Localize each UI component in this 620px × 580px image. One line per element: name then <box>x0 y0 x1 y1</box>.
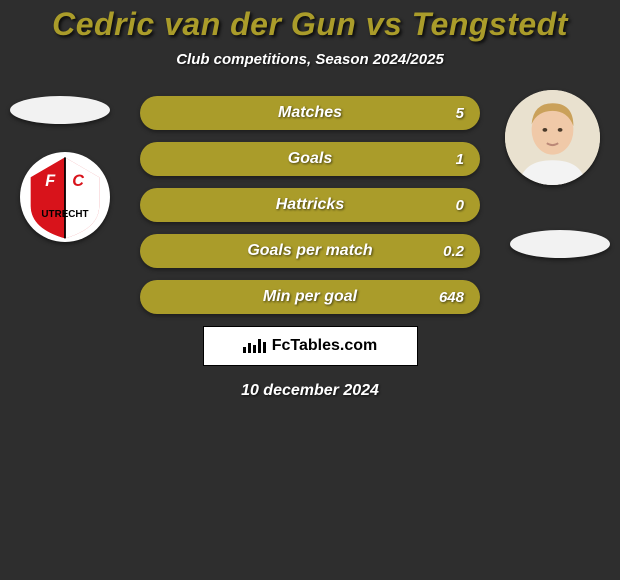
left-player-oval <box>10 96 110 124</box>
comparison-date: 10 december 2024 <box>0 382 620 400</box>
stat-label: Matches <box>278 104 342 122</box>
fc-utrecht-badge: F C UTRECHT <box>20 152 110 242</box>
page-title: Cedric van der Gun vs Tengstedt <box>0 0 620 43</box>
stat-value-right: 5 <box>456 105 464 122</box>
stat-value-right: 648 <box>439 289 464 306</box>
stat-label: Hattricks <box>276 196 344 214</box>
svg-text:UTRECHT: UTRECHT <box>41 209 88 220</box>
stat-label: Goals <box>288 150 332 168</box>
stat-row: Goals 1 <box>140 142 480 176</box>
bar-chart-icon <box>243 339 266 353</box>
stat-value-right: 0.2 <box>443 243 464 260</box>
stats-list: Matches 5 Goals 1 Hattricks 0 Goals per … <box>140 96 480 314</box>
fctables-watermark: FcTables.com <box>203 326 418 366</box>
stat-row: Hattricks 0 <box>140 188 480 222</box>
page-subtitle: Club competitions, Season 2024/2025 <box>0 51 620 68</box>
stat-label: Min per goal <box>263 288 357 306</box>
svg-text:F: F <box>45 172 56 190</box>
tengstedt-photo <box>505 90 600 185</box>
stat-row: Goals per match 0.2 <box>140 234 480 268</box>
svg-text:C: C <box>72 172 84 190</box>
stat-value-right: 1 <box>456 151 464 168</box>
watermark-text: FcTables.com <box>272 337 378 355</box>
right-player-oval <box>510 230 610 258</box>
stat-value-right: 0 <box>456 197 464 214</box>
stat-label: Goals per match <box>247 242 372 260</box>
stat-row: Min per goal 648 <box>140 280 480 314</box>
stat-row: Matches 5 <box>140 96 480 130</box>
comparison-region: F C UTRECHT Matches 5 Goals 1 Hattricks … <box>0 96 620 400</box>
